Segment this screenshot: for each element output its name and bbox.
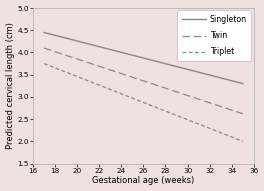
- X-axis label: Gestational age (weeks): Gestational age (weeks): [92, 176, 195, 185]
- Legend: Singleton, Twin, Triplet: Singleton, Twin, Triplet: [177, 11, 251, 61]
- Y-axis label: Predicted cervical length (cm): Predicted cervical length (cm): [6, 22, 15, 149]
